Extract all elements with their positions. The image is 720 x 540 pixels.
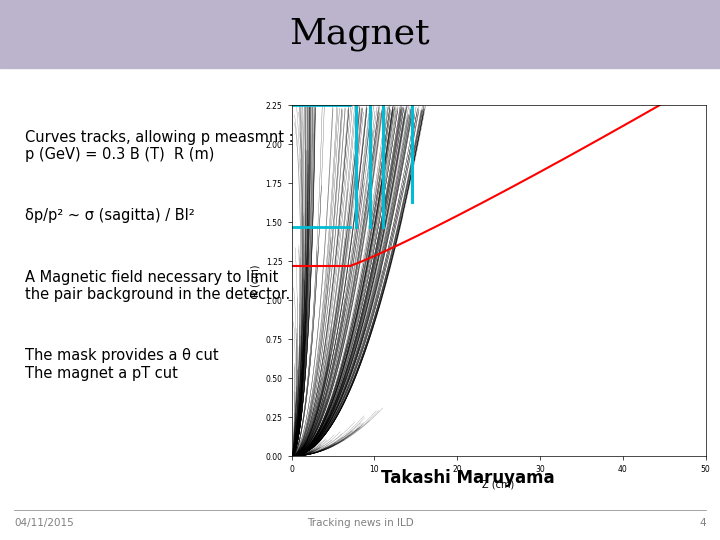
Text: Magnet: Magnet xyxy=(289,17,431,51)
Text: δp/p² ~ σ (sagitta) / Bl²: δp/p² ~ σ (sagitta) / Bl² xyxy=(25,208,195,223)
Text: Tracking news in ILD: Tracking news in ILD xyxy=(307,518,413,528)
Text: 4: 4 xyxy=(699,518,706,528)
Text: 04/11/2015: 04/11/2015 xyxy=(14,518,74,528)
X-axis label: Z (cm): Z (cm) xyxy=(482,480,515,490)
Text: A Magnetic field necessary to limit
the pair background in the detector.: A Magnetic field necessary to limit the … xyxy=(25,270,290,302)
Y-axis label: R (cm): R (cm) xyxy=(250,265,260,297)
Text: The mask provides a θ cut
The magnet a pT cut: The mask provides a θ cut The magnet a p… xyxy=(25,348,219,381)
Text: Takashi Maruyama: Takashi Maruyama xyxy=(381,469,555,487)
Bar xyxy=(0,0,720,68)
Text: Curves tracks, allowing p measmnt :
p (GeV) = 0.3 B (T)  R (m): Curves tracks, allowing p measmnt : p (G… xyxy=(25,130,294,162)
